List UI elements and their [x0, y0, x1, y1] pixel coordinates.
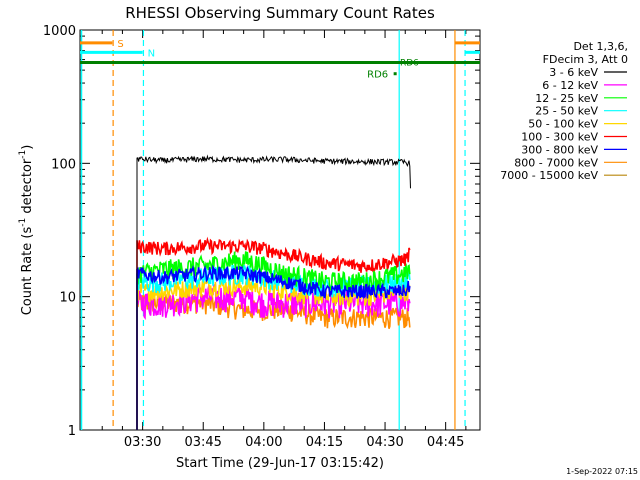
- y-tick-label: 1: [68, 424, 76, 439]
- flag-rd6-point-label: RD6: [367, 70, 388, 81]
- series-line: [136, 284, 411, 430]
- flag-rd6-point: [393, 72, 397, 76]
- y-axis-label-sup2: -1: [18, 150, 28, 159]
- y-axis-label-main: Count Rate (s: [20, 227, 35, 316]
- x-axis-label: Start Time (29-Jun-17 03:15:42): [176, 456, 384, 471]
- flag-n-label: N: [148, 48, 155, 59]
- y-tick-label: 10: [59, 291, 76, 306]
- legend-item-label: 25 - 50 keV: [535, 105, 598, 118]
- flag-s-label: S: [117, 39, 123, 50]
- legend-item-label: 3 - 6 keV: [549, 66, 598, 79]
- y-axis: 1 10 100 1000: [43, 24, 480, 439]
- series-line: [136, 264, 411, 430]
- legend-item-label: 7000 - 15000 keV: [500, 169, 598, 182]
- x-tick-label: 03:30: [124, 435, 161, 450]
- y-axis-label: Count Rate (s-1 detector-1): [18, 145, 35, 316]
- legend-header-line-2: FDecim 3, Att 0: [543, 53, 628, 66]
- legend-item-label: 300 - 800 keV: [521, 143, 598, 156]
- flag-rd6-label: RD6: [400, 59, 419, 69]
- x-tick-label: 04:30: [366, 435, 403, 450]
- y-axis-label-end: ): [20, 145, 35, 150]
- y-tick-label: 100: [51, 157, 76, 172]
- series-lines: [136, 154, 411, 430]
- x-tick-label: 04:00: [245, 435, 282, 450]
- x-tick-label: 04:45: [427, 435, 464, 450]
- legend-item-label: 800 - 7000 keV: [514, 156, 598, 169]
- y-tick-label: 1000: [43, 24, 76, 39]
- x-tick-label: 04:15: [306, 435, 343, 450]
- series-line: [136, 154, 411, 430]
- series-line: [136, 236, 411, 430]
- legend-item-label: 50 - 100 keV: [528, 118, 598, 131]
- x-tick-label: 03:45: [184, 435, 221, 450]
- legend-item-label: 12 - 25 keV: [535, 92, 598, 105]
- plot-frame: [79, 29, 481, 431]
- x-axis: 03:30 03:45 04:00 04:15 04:30 04:45: [101, 30, 467, 450]
- vertical-markers: [80, 30, 466, 430]
- legend-item-label: 100 - 300 keV: [521, 131, 598, 144]
- y-axis-label-mid: detector: [20, 158, 35, 218]
- chart-title: RHESSI Observing Summary Count Rates: [125, 4, 435, 22]
- footer-date: 1-Sep-2022 07:15: [566, 467, 638, 476]
- legend-item-label: 6 - 12 keV: [542, 79, 598, 92]
- y-axis-label-group: Count Rate (s-1 detector-1): [18, 145, 35, 316]
- flag-bars: S N RD6 RD6: [80, 39, 480, 81]
- y-axis-label-sup1: -1: [18, 218, 28, 227]
- legend-header-line-1: Det 1,3,6,: [573, 40, 628, 53]
